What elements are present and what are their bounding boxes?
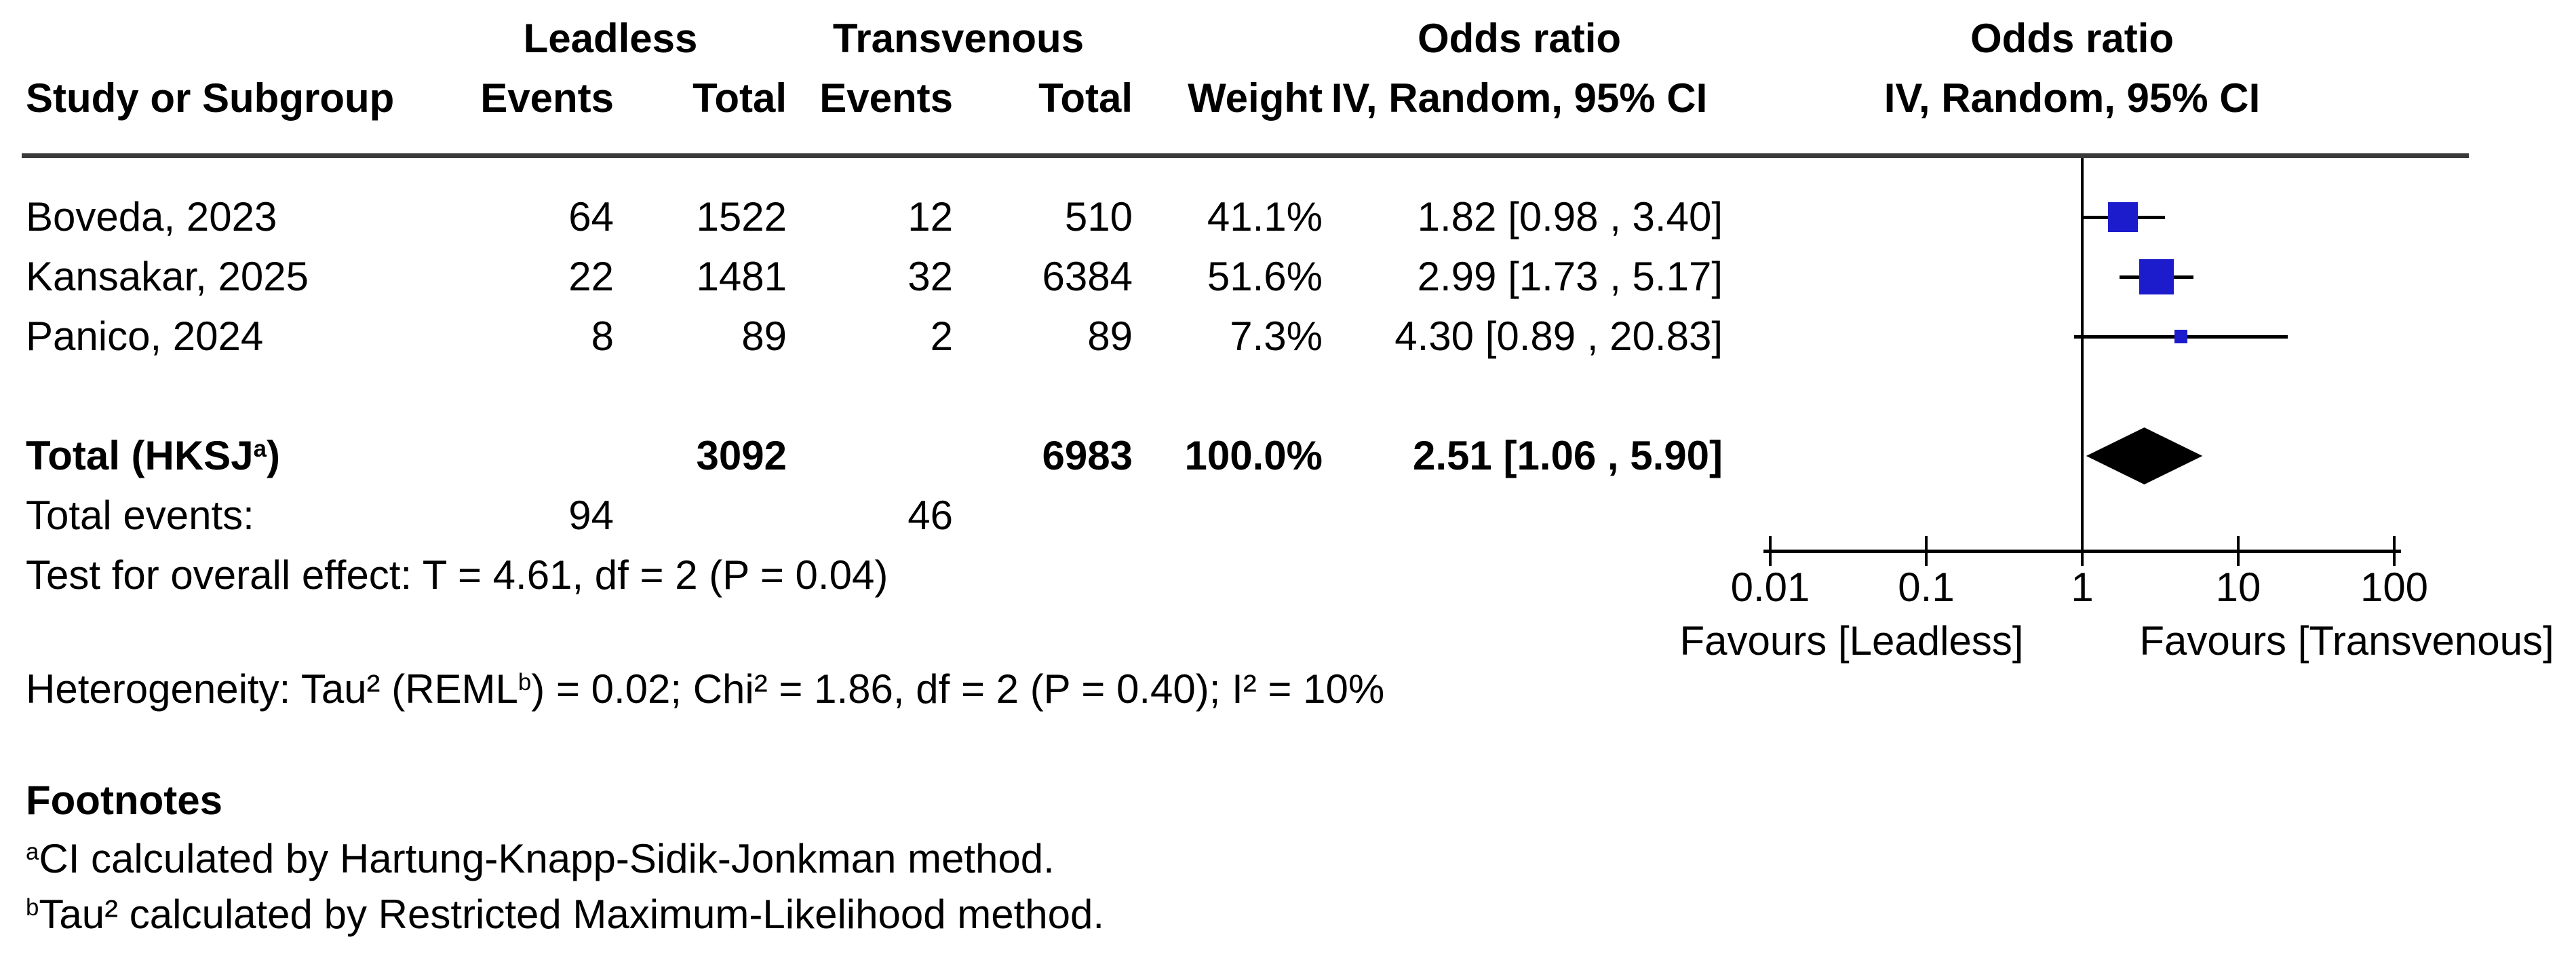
footnote-b: bTau² calculated by Restricted Maximum-L…	[26, 892, 1105, 937]
study-row-label: Kansakar, 2025	[26, 254, 309, 299]
study-events-leadless: 64	[568, 194, 614, 240]
study-events-transvenous: 32	[908, 254, 953, 299]
zero-line	[2081, 158, 2084, 551]
header-iv-random-text: IV, Random, 95% CI	[1331, 75, 1708, 121]
header-group-transvenous: Transvenous	[832, 16, 1085, 61]
overall-effect-test: Test for overall effect: T = 4.61, df = …	[26, 552, 889, 598]
x-axis-tick	[1925, 536, 1928, 566]
total-row-label: Total (HKSJa)	[26, 433, 280, 478]
study-weight: 51.6%	[1207, 254, 1323, 299]
study-total-leadless: 89	[741, 313, 787, 359]
footnotes-heading: Footnotes	[26, 778, 222, 823]
total-events-leadless: 94	[568, 493, 614, 538]
study-row-label: Panico, 2024	[26, 313, 264, 359]
study-total-leadless: 1481	[696, 254, 787, 299]
study-or-ci: 4.30 [0.89 , 20.83]	[1394, 313, 1723, 359]
x-axis-tick-label: 1	[2071, 565, 2094, 610]
total-or-ci: 2.51 [1.06 , 5.90]	[1413, 433, 1723, 478]
header-odds-ratio-plot: Odds ratio	[1970, 16, 2174, 61]
x-axis-tick	[2393, 536, 2396, 566]
favours-left-label: Favours [Leadless]	[1679, 618, 2024, 664]
study-events-transvenous: 2	[930, 313, 953, 359]
header-odds-ratio-text: Odds ratio	[1417, 16, 1622, 61]
study-events-transvenous: 12	[908, 194, 953, 240]
header-events-transvenous: Events	[819, 75, 953, 121]
study-or-ci: 1.82 [0.98 , 3.40]	[1417, 194, 1723, 240]
or-point-square	[2108, 202, 2138, 232]
study-weight: 7.3%	[1230, 313, 1323, 359]
x-axis-tick-label: 0.01	[1730, 565, 1810, 610]
header-total-transvenous: Total	[1038, 75, 1133, 121]
footnote-b-marker: b	[26, 894, 39, 921]
or-point-square	[2139, 259, 2174, 294]
x-axis-tick	[2081, 536, 2084, 566]
study-weight: 41.1%	[1207, 194, 1323, 240]
summary-diamond	[2086, 427, 2203, 484]
footnote-a: aCI calculated by Hartung-Knapp-Sidik-Jo…	[26, 836, 1055, 881]
header-study-or-subgroup: Study or Subgroup	[26, 75, 395, 121]
total-events-label: Total events:	[26, 493, 254, 538]
x-axis-tick-label: 100	[2360, 565, 2429, 610]
footnote-a-marker: a	[26, 838, 39, 865]
study-events-leadless: 22	[568, 254, 614, 299]
header-total-leadless: Total	[692, 75, 787, 121]
header-weight: Weight	[1188, 75, 1323, 121]
study-or-ci: 2.99 [1.73 , 5.17]	[1417, 254, 1723, 299]
study-events-leadless: 8	[591, 313, 614, 359]
x-axis-tick	[2237, 536, 2240, 566]
total-events-transvenous: 46	[908, 493, 953, 538]
heterogeneity-superscript: b	[518, 668, 532, 695]
x-axis-tick	[1769, 536, 1772, 566]
heterogeneity-stats: Heterogeneity: Tau² (REMLb) = 0.02; Chi²…	[26, 666, 1385, 712]
x-axis-tick-label: 10	[2215, 565, 2261, 610]
header-separator-rule	[22, 153, 2469, 158]
total-weight: 100.0%	[1184, 433, 1323, 478]
or-point-square	[2174, 330, 2188, 343]
total-transvenous: 6983	[1042, 433, 1133, 478]
study-total-leadless: 1522	[696, 194, 787, 240]
total-leadless: 3092	[696, 433, 787, 478]
header-events-leadless: Events	[480, 75, 614, 121]
study-total-transvenous: 6384	[1042, 254, 1133, 299]
header-group-leadless: Leadless	[523, 16, 698, 61]
x-axis-tick-label: 0.1	[1898, 565, 1955, 610]
favours-right-label: Favours [Transvenous]	[2139, 618, 2554, 664]
total-row-label-superscript: a	[253, 435, 267, 462]
header-iv-random-plot: IV, Random, 95% CI	[1884, 75, 2261, 121]
study-total-transvenous: 510	[1064, 194, 1133, 240]
study-row-label: Boveda, 2023	[26, 194, 277, 240]
study-total-transvenous: 89	[1087, 313, 1133, 359]
